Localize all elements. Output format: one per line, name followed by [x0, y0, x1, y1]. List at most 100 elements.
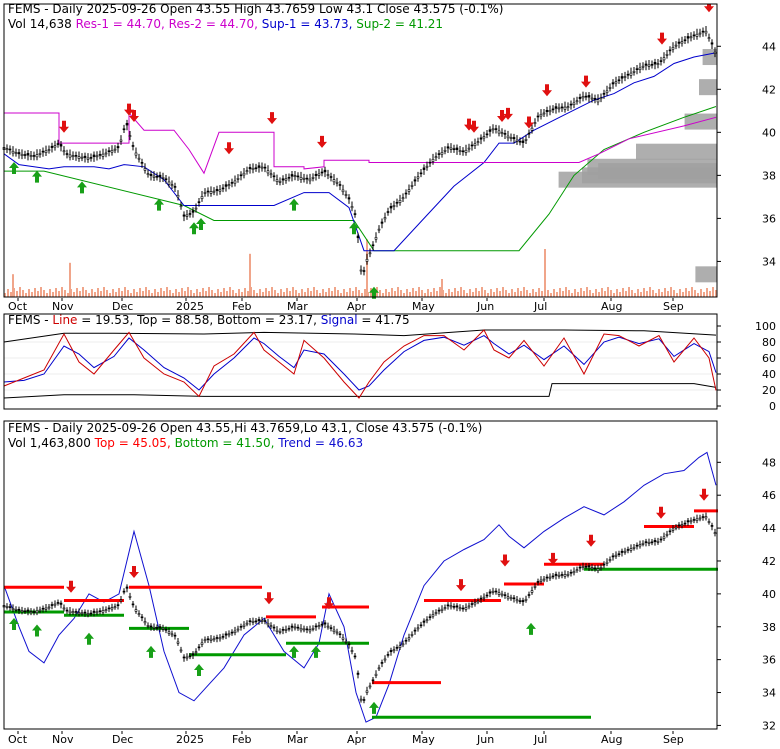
price-candle [350, 650, 354, 652]
price-candle [590, 97, 594, 100]
price-candle [116, 604, 120, 607]
price-candle [473, 602, 477, 605]
price-candle [641, 543, 645, 545]
volume-bar [709, 291, 711, 297]
volume-bar [256, 293, 258, 297]
price-candle [449, 605, 453, 608]
volume-bar [427, 289, 429, 297]
price-candle [443, 149, 447, 152]
buy-arrow [146, 645, 156, 658]
price-candle [644, 63, 648, 66]
price-candle [11, 608, 15, 610]
price-candle [251, 621, 255, 623]
price-candle [212, 638, 216, 641]
volume-bar [346, 292, 348, 297]
sell-arrow [656, 506, 666, 519]
price-candle [494, 128, 498, 130]
price-candle [71, 155, 75, 158]
price-candle [392, 649, 396, 652]
price-candle [632, 71, 636, 73]
volume-bar [712, 287, 714, 297]
y-tick-label: 32 [762, 719, 776, 732]
volume-bar [187, 287, 189, 297]
price-candle [413, 179, 417, 182]
volume-bar [304, 292, 306, 297]
volume-bar [97, 288, 99, 297]
volume-bar [697, 293, 699, 297]
price-candle [713, 51, 717, 54]
volume-bar [553, 289, 555, 297]
price-candle [404, 192, 408, 195]
volume-bar [109, 293, 111, 297]
price-candle [155, 176, 159, 178]
price-candle [536, 581, 540, 583]
price-candle [314, 173, 318, 176]
volume-bar [568, 290, 570, 297]
price-candle [167, 181, 171, 185]
volume-bar [532, 289, 534, 297]
volume-bar [547, 290, 549, 297]
volume-bar [385, 289, 387, 297]
price-candle [323, 169, 327, 173]
volume-bar [247, 291, 249, 297]
price-candle [17, 152, 21, 155]
price-candle [212, 190, 216, 193]
support-2-line [4, 106, 717, 252]
price-candle [671, 528, 675, 531]
price-candle [332, 179, 336, 183]
price-candle [365, 690, 369, 693]
price-candle [125, 123, 129, 126]
price-candle [119, 139, 123, 142]
price-candle [98, 154, 102, 156]
volume-bar [220, 292, 222, 297]
price-candle [17, 608, 21, 611]
volume-bar [586, 287, 588, 297]
price-candle [176, 194, 180, 198]
price-candle [161, 177, 165, 179]
buy-arrow [369, 286, 379, 299]
price-candle [569, 571, 573, 574]
volume-bar [139, 288, 141, 297]
volume-bar [481, 287, 483, 297]
price-candle [23, 154, 27, 156]
price-candle [623, 76, 627, 78]
price-candle [395, 647, 399, 649]
price-candle [56, 143, 60, 145]
price-candle [464, 607, 468, 610]
volume-bar [316, 290, 318, 297]
volume-bar [217, 289, 219, 297]
price-candle [23, 610, 27, 613]
price-candle [434, 612, 438, 614]
price-candle [461, 150, 465, 153]
price-candle [50, 145, 54, 148]
volume-bar [397, 287, 399, 297]
price-candle [41, 150, 45, 153]
price-candle [416, 627, 420, 630]
y-tick-label: 34 [762, 687, 776, 700]
y-tick-label: 44 [762, 40, 776, 53]
price-candle [257, 619, 261, 622]
sell-arrow [581, 75, 591, 88]
price-candle [74, 155, 78, 157]
price-candle [608, 559, 612, 561]
price-candle [38, 153, 42, 155]
price-candle [446, 146, 450, 149]
price-candle [422, 620, 426, 623]
volume-bar [541, 291, 543, 297]
price-candle [134, 609, 138, 612]
price-candle [230, 631, 234, 634]
price-candle [209, 191, 213, 194]
price-candle [482, 136, 486, 139]
price-candle [134, 152, 138, 156]
price-candle [305, 177, 309, 180]
price-candle [596, 99, 600, 103]
price-candle [365, 258, 369, 262]
x-tick-label: Apr [347, 733, 367, 745]
price-candle [662, 536, 666, 539]
volume-bar [556, 292, 558, 297]
price-candle [95, 611, 99, 614]
y-tick-label: 40 [762, 126, 776, 139]
volume-bar [19, 287, 21, 297]
price-candle [623, 550, 627, 553]
price-candle [689, 520, 693, 523]
